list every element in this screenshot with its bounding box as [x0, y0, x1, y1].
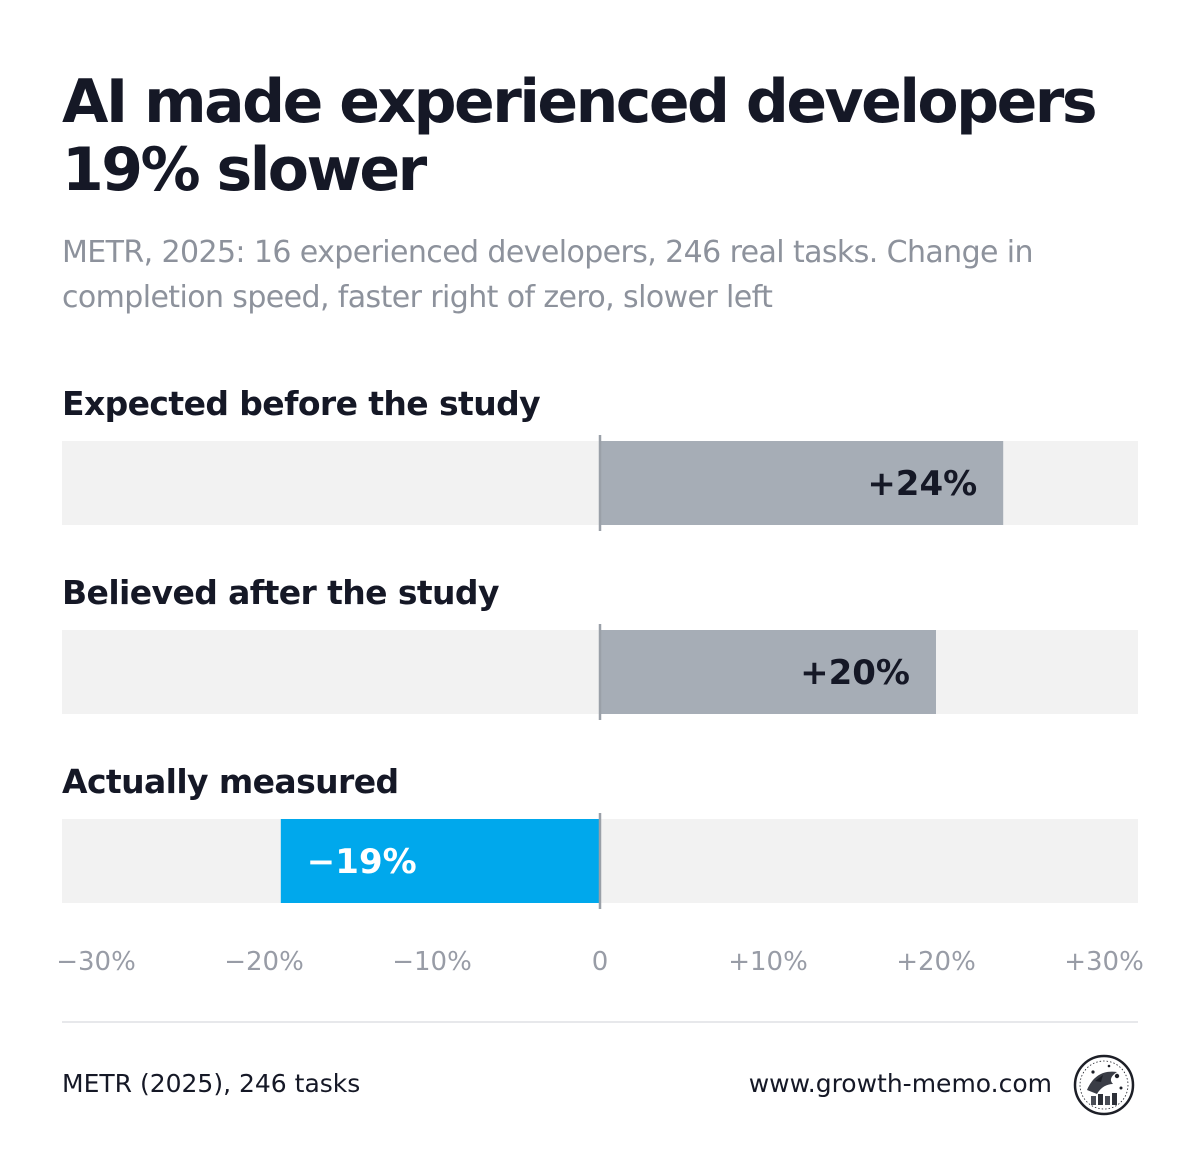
x-tick-label: −30%	[56, 947, 136, 977]
category-label-expected: Expected before the study	[62, 384, 541, 423]
growth-memo-seal-logo-icon	[1073, 1054, 1135, 1116]
footer-divider	[62, 1021, 1138, 1023]
website-link[interactable]: www.growth-memo.com	[748, 1069, 1052, 1098]
category-label-believed: Believed after the study	[62, 573, 499, 612]
subtitle-line-1: METR, 2025: 16 experienced developers, 2…	[62, 235, 1034, 270]
x-tick-label: −20%	[224, 947, 304, 977]
chart-title: AI made experienced developers 19% slower	[62, 68, 1152, 204]
bar-value-label: +20%	[800, 653, 910, 693]
x-tick-label: +30%	[1064, 947, 1144, 977]
x-tick-label: +10%	[728, 947, 808, 977]
subtitle-line-2: completion speed, faster right of zero, …	[62, 280, 773, 315]
x-tick-label: −10%	[392, 947, 472, 977]
title-line-2: 19% slower	[62, 135, 427, 205]
bar-value-label: +24%	[867, 464, 977, 504]
bar	[280, 819, 600, 903]
bar-value-label: −19%	[307, 842, 417, 882]
bar	[600, 630, 936, 714]
title-line-1: AI made experienced developers	[62, 67, 1098, 137]
bar-chart: +24% +20% −19% −30% −20% −10% 0 +10% +20% +30%	[56, 435, 1144, 977]
x-tick-label: 0	[592, 947, 609, 977]
chart-subtitle: METR, 2025: 16 experienced developers, 2…	[62, 230, 1142, 320]
source-note: METR (2025), 246 tasks	[62, 1069, 361, 1098]
bar	[600, 441, 1004, 525]
category-label-measured: Actually measured	[62, 762, 399, 801]
x-tick-label: +20%	[896, 947, 976, 977]
